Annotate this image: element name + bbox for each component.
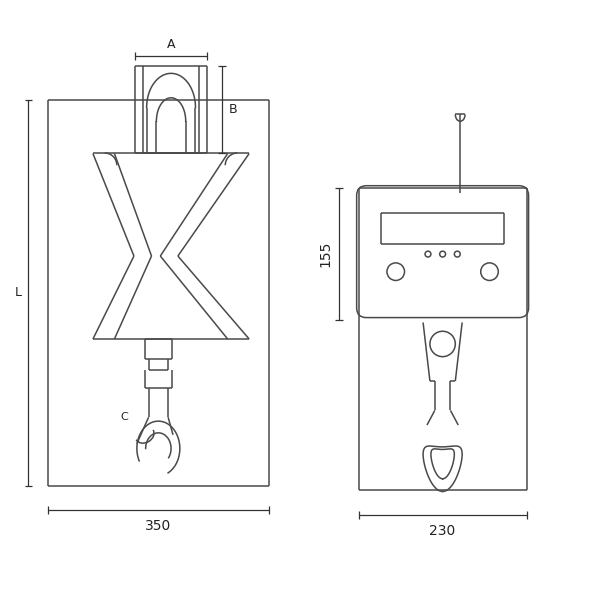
Text: 350: 350 [145, 519, 172, 533]
Text: C: C [120, 412, 128, 422]
Text: L: L [14, 286, 22, 299]
Text: B: B [229, 103, 238, 116]
Text: 155: 155 [318, 241, 332, 267]
Text: 230: 230 [430, 524, 456, 538]
Text: A: A [167, 38, 175, 51]
